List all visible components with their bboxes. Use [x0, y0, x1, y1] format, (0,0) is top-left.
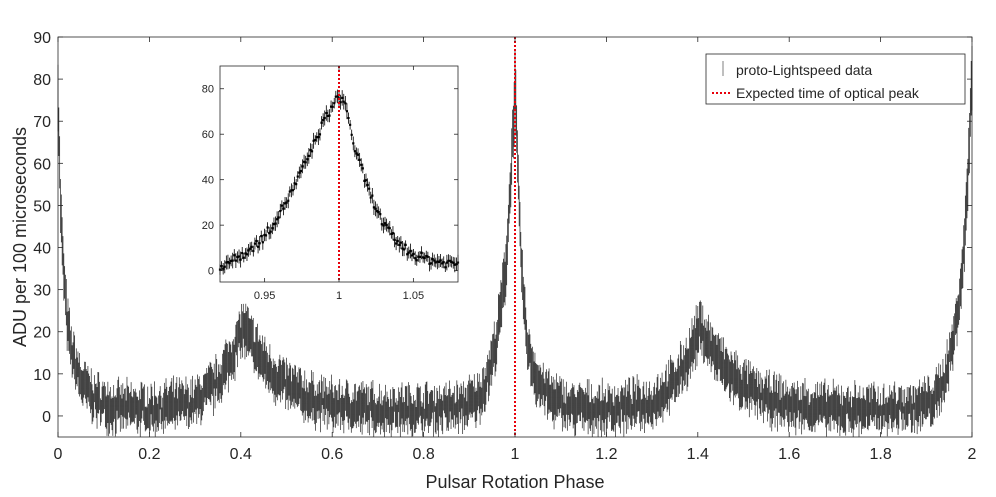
- main-x-axis-title: Pulsar Rotation Phase: [425, 472, 604, 492]
- main-y-tick-label: 70: [33, 114, 51, 131]
- main-x-tick-label: 0.6: [321, 446, 343, 463]
- inset-x-tick-label: 1: [336, 290, 342, 302]
- main-y-tick-label: 0: [42, 409, 51, 426]
- main-x-tick-label: 1.2: [595, 446, 617, 463]
- inset-y-axis: 0 20 40 60 80: [202, 84, 458, 278]
- main-x-tick-label: 0.2: [138, 446, 160, 463]
- main-y-tick-label: 10: [33, 367, 51, 384]
- inset-y-tick-label: 40: [202, 175, 214, 187]
- inset-x-tick-label: 1.05: [403, 290, 424, 302]
- inset-plot: 0.95 1 1.05 0 20 40 60 80: [202, 65, 460, 302]
- main-x-tick-label: 0.4: [230, 446, 252, 463]
- legend-box: [705, 53, 966, 105]
- main-y-tick-label: 80: [33, 72, 51, 89]
- main-y-tick-label: 30: [33, 283, 51, 300]
- inset-y-tick-label: 0: [208, 266, 214, 278]
- main-x-tick-label: 1.6: [778, 446, 800, 463]
- main-x-tick-label: 0: [54, 446, 63, 463]
- legend: proto-Lightspeed data Expected time of o…: [705, 53, 966, 105]
- inset-x-tick-label: 0.95: [254, 290, 275, 302]
- main-y-tick-label: 60: [33, 156, 51, 173]
- inset-y-tick-label: 80: [202, 84, 214, 96]
- legend-label-expected: Expected time of optical peak: [736, 85, 920, 101]
- main-y-tick-label: 90: [33, 30, 51, 47]
- legend-label-data: proto-Lightspeed data: [736, 62, 872, 78]
- inset-x-axis: 0.95 1 1.05: [254, 66, 424, 302]
- main-x-tick-label: 1.4: [687, 446, 709, 463]
- inset-y-tick-label: 20: [202, 220, 214, 232]
- main-y-tick-label: 50: [33, 198, 51, 215]
- main-y-tick-label: 20: [33, 325, 51, 342]
- inset-y-tick-label: 60: [202, 129, 214, 141]
- main-x-tick-label: 1: [511, 446, 520, 463]
- main-x-tick-label: 0.8: [412, 446, 434, 463]
- main-y-axis-title: ADU per 100 microseconds: [10, 127, 30, 347]
- main-x-tick-label: 2: [968, 446, 977, 463]
- main-x-tick-label: 1.8: [869, 446, 891, 463]
- main-x-axis: 0 0.2 0.4 0.6 0.8 1 1.2 1.4 1.6 1.8 2: [54, 37, 977, 463]
- main-y-tick-label: 40: [33, 241, 51, 258]
